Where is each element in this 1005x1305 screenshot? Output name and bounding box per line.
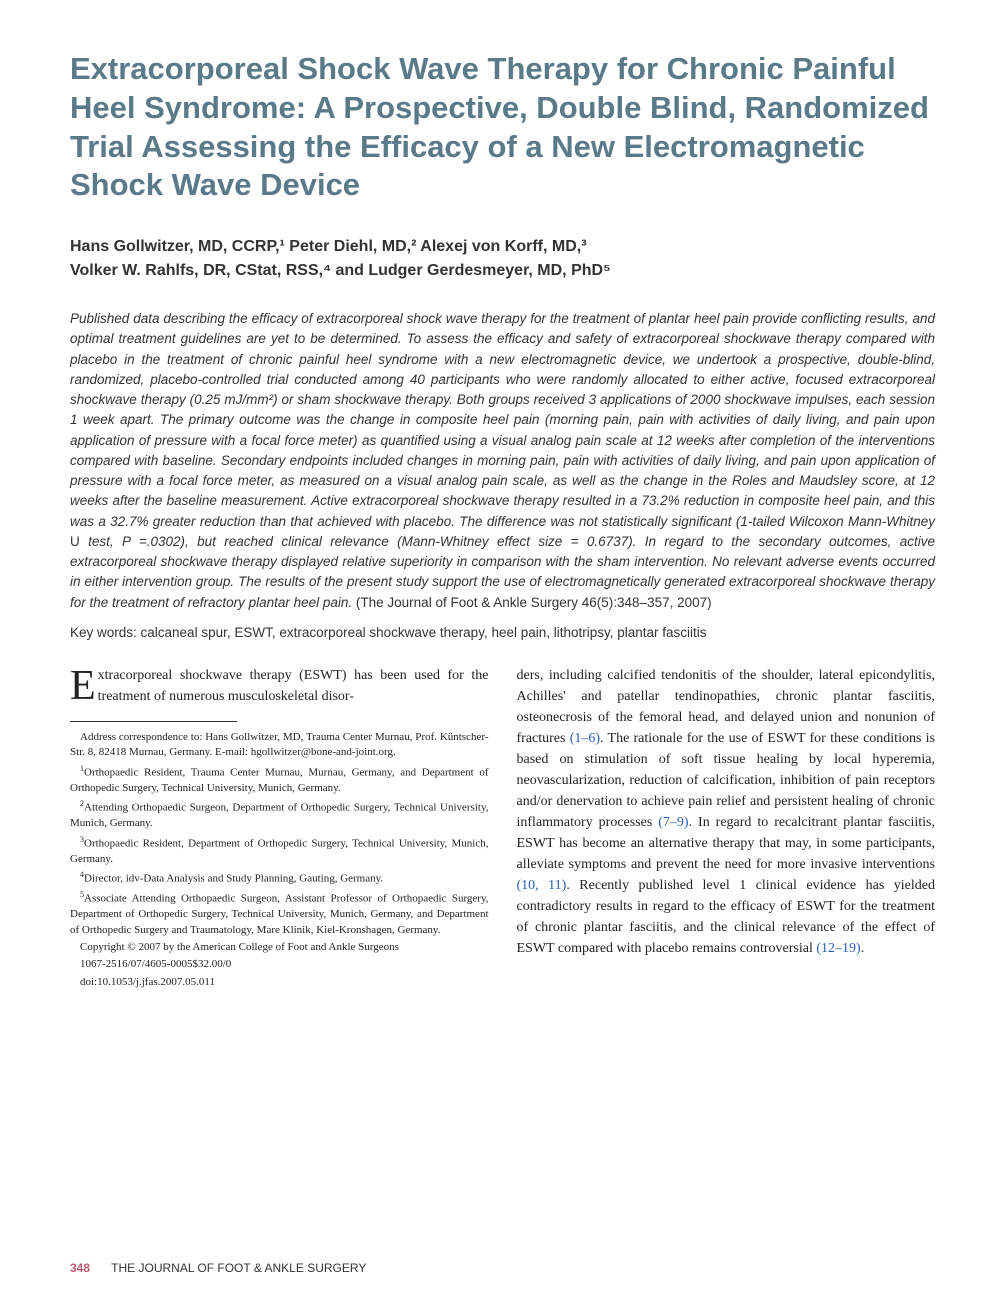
affiliation-5: 5Associate Attending Orthopaedic Surgeon… xyxy=(70,889,489,938)
left-column: Extracorporeal shockwave therapy (ESWT) … xyxy=(70,665,489,992)
intro-text: xtracorporeal shockwave therapy (ESWT) h… xyxy=(98,668,489,704)
page-number: 348 xyxy=(70,1261,90,1275)
footnotes: Address correspondence to: Hans Gollwitz… xyxy=(70,730,489,990)
authors-line-1: Hans Gollwitzer, MD, CCRP,¹ Peter Diehl,… xyxy=(70,235,935,259)
issn: 1067-2516/07/4605-0005$32.00/0 xyxy=(70,957,489,972)
citation-ref-1[interactable]: (1–6) xyxy=(570,731,600,746)
abstract-stat-symbol: U xyxy=(70,534,88,549)
dropcap: E xyxy=(70,665,98,705)
body-text-4: . Recently published level 1 clinical ev… xyxy=(517,878,936,956)
affiliation-1: 1Orthopaedic Resident, Trauma Center Mur… xyxy=(70,763,489,796)
abstract-text-1: Published data describing the efficacy o… xyxy=(70,311,935,529)
affiliation-5-text: Associate Attending Orthopaedic Surgeon,… xyxy=(70,893,489,936)
citation-ref-3[interactable]: (10, 11) xyxy=(517,878,567,893)
affiliation-2: 2Attending Orthopaedic Surgeon, Departme… xyxy=(70,798,489,831)
footnote-rule xyxy=(70,721,237,722)
correspondence-address: Address correspondence to: Hans Gollwitz… xyxy=(70,730,489,761)
right-column: ders, including calcified tendonitis of … xyxy=(517,665,936,992)
affiliation-1-text: Orthopaedic Resident, Trauma Center Murn… xyxy=(70,766,489,793)
article-title: Extracorporeal Shock Wave Therapy for Ch… xyxy=(70,50,935,205)
body-text-5: . xyxy=(861,941,865,956)
body-columns: Extracorporeal shockwave therapy (ESWT) … xyxy=(70,665,935,992)
affiliation-3-text: Orthopaedic Resident, Department of Orth… xyxy=(70,837,489,864)
keywords: Key words: calcaneal spur, ESWT, extraco… xyxy=(70,623,935,643)
body-paragraph: ders, including calcified tendonitis of … xyxy=(517,665,936,959)
intro-paragraph: Extracorporeal shockwave therapy (ESWT) … xyxy=(70,665,489,707)
copyright: Copyright © 2007 by the American College… xyxy=(70,940,489,955)
citation-ref-4[interactable]: (12–19) xyxy=(816,941,860,956)
citation-ref-2[interactable]: (7–9) xyxy=(658,815,688,830)
authors-line-2: Volker W. Rahlfs, DR, CStat, RSS,⁴ and L… xyxy=(70,259,935,283)
affiliation-2-text: Attending Orthopaedic Surgeon, Departmen… xyxy=(70,802,489,829)
affiliation-4-text: Director, idv-Data Analysis and Study Pl… xyxy=(84,873,383,885)
abstract-citation: (The Journal of Foot & Ankle Surgery 46(… xyxy=(352,595,711,610)
affiliation-3: 3Orthopaedic Resident, Department of Ort… xyxy=(70,834,489,867)
journal-name: THE JOURNAL OF FOOT & ANKLE SURGERY xyxy=(111,1261,366,1275)
doi: doi:10.1053/j.jfas.2007.05.011 xyxy=(70,975,489,990)
page-footer: 348 THE JOURNAL OF FOOT & ANKLE SURGERY xyxy=(70,1261,366,1275)
abstract: Published data describing the efficacy o… xyxy=(70,309,935,613)
affiliation-4: 4Director, idv-Data Analysis and Study P… xyxy=(70,869,489,887)
authors-block: Hans Gollwitzer, MD, CCRP,¹ Peter Diehl,… xyxy=(70,235,935,283)
